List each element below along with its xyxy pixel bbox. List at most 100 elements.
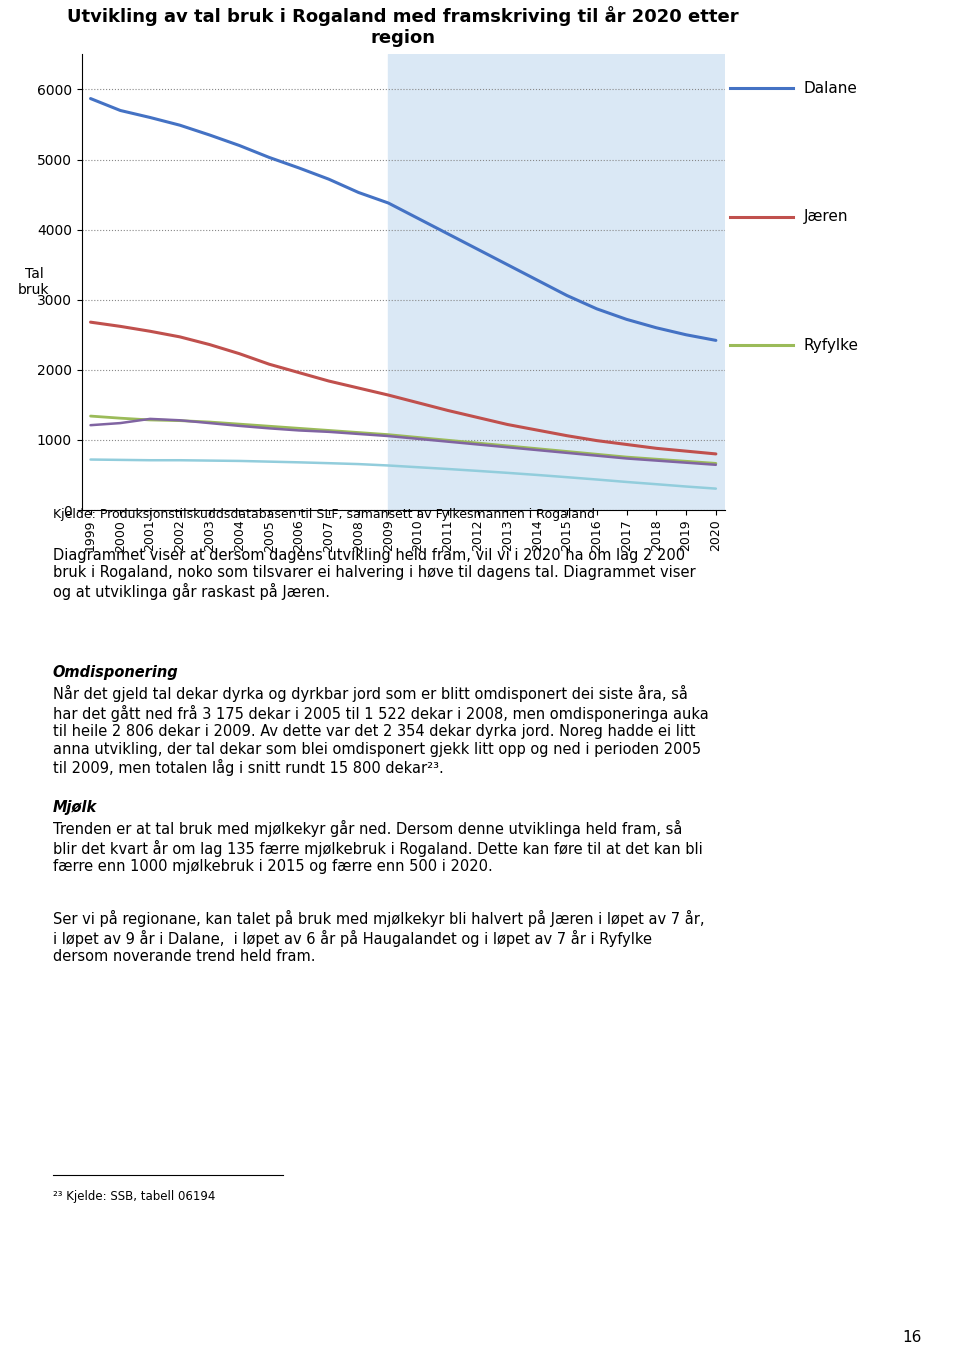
Jæren <box>174 329 185 345</box>
Stavanger/Sandnes <box>472 462 484 479</box>
Stavanger/Sandnes <box>233 453 245 469</box>
Dalane <box>562 287 573 303</box>
Stavanger/Sandnes <box>204 453 215 469</box>
Stavanger/Sandnes <box>710 480 722 496</box>
Jæren <box>472 409 484 426</box>
Stavanger/Sandnes <box>382 457 394 473</box>
Stavanger/Sandnes <box>144 452 156 468</box>
Text: Ryfylke: Ryfylke <box>804 337 858 354</box>
Haugalandet <box>502 439 514 456</box>
Ryfylke <box>382 427 394 443</box>
Stavanger/Sandnes <box>413 460 424 476</box>
Ryfylke <box>174 412 185 428</box>
Ryfylke <box>84 408 96 424</box>
Dalane <box>591 301 603 317</box>
Jæren <box>263 356 275 373</box>
Stavanger/Sandnes <box>532 466 543 483</box>
Jæren <box>114 318 126 335</box>
Text: Diagrammet viser at dersom dagens utvikling held fram, vil vi i 2020 ha om lag 2: Diagrammet viser at dersom dagens utvikl… <box>53 548 695 600</box>
Dalane <box>651 320 662 336</box>
Haugalandet <box>591 447 603 464</box>
Haugalandet <box>263 420 275 437</box>
Dalane <box>144 109 156 125</box>
Haugalandet <box>382 428 394 445</box>
Haugalandet <box>651 453 662 469</box>
Dalane <box>621 311 633 328</box>
Ryfylke <box>114 409 126 426</box>
Stavanger/Sandnes <box>502 465 514 481</box>
Haugalandet <box>233 418 245 434</box>
Stavanger/Sandnes <box>84 452 96 468</box>
Haugalandet <box>710 457 722 473</box>
Line: Dalane: Dalane <box>90 98 716 340</box>
Ryfylke <box>204 413 215 430</box>
Line: Haugalandet: Haugalandet <box>90 419 716 465</box>
Dalane <box>84 90 96 106</box>
Dalane <box>263 150 275 166</box>
Ryfylke <box>323 423 334 439</box>
Ryfylke <box>472 435 484 452</box>
Stavanger/Sandnes <box>174 452 185 468</box>
Ryfylke <box>532 441 543 457</box>
Ryfylke <box>502 438 514 454</box>
Haugalandet <box>323 424 334 441</box>
Dalane <box>352 185 364 201</box>
Haugalandet <box>413 431 424 447</box>
Dalane <box>233 137 245 154</box>
Haugalandet <box>204 415 215 431</box>
Jæren <box>502 416 514 432</box>
Text: Mjølk: Mjølk <box>53 800 97 815</box>
Jæren <box>293 364 304 381</box>
Haugalandet <box>174 412 185 428</box>
Line: Stavanger/Sandnes: Stavanger/Sandnes <box>90 460 716 488</box>
Stavanger/Sandnes <box>681 479 692 495</box>
Ryfylke <box>710 456 722 472</box>
Title: Utvikling av tal bruk i Rogaland med framskriving til år 2020 etter
region: Utvikling av tal bruk i Rogaland med fra… <box>67 7 739 48</box>
Dalane <box>382 194 394 211</box>
Haugalandet <box>621 450 633 466</box>
Text: Når det gjeld tal dekar dyrka og dyrkbar jord som er blitt omdisponert dei siste: Når det gjeld tal dekar dyrka og dyrkbar… <box>53 685 708 777</box>
Haugalandet <box>472 437 484 453</box>
Haugalandet <box>293 423 304 439</box>
Dalane <box>710 332 722 348</box>
Dalane <box>681 326 692 343</box>
Text: Ser vi på regionane, kan talet på bruk med mjølkekyr bli halvert på Jæren i løpe: Ser vi på regionane, kan talet på bruk m… <box>53 910 705 964</box>
Jæren <box>413 394 424 411</box>
Jæren <box>352 379 364 396</box>
Ryfylke <box>263 418 275 434</box>
Stavanger/Sandnes <box>651 476 662 492</box>
Stavanger/Sandnes <box>263 453 275 469</box>
Dalane <box>413 211 424 227</box>
Jæren <box>591 432 603 449</box>
Stavanger/Sandnes <box>562 469 573 486</box>
Dalane <box>443 226 454 242</box>
Dalane <box>174 117 185 133</box>
Dalane <box>293 159 304 175</box>
Line: Ryfylke: Ryfylke <box>90 416 716 464</box>
Ryfylke <box>352 424 364 441</box>
Ryfylke <box>591 446 603 462</box>
Dalane <box>532 272 543 288</box>
Ryfylke <box>144 412 156 428</box>
Jæren <box>204 336 215 352</box>
Jæren <box>84 314 96 330</box>
Dalane <box>323 171 334 188</box>
Ryfylke <box>681 453 692 469</box>
Stavanger/Sandnes <box>591 472 603 488</box>
Text: Dalane: Dalane <box>804 80 857 97</box>
Text: Kjelde: Produksjonstilskuddsdatabasen til SLF, samansett av Fylkesmannen i Rogal: Kjelde: Produksjonstilskuddsdatabasen ti… <box>53 509 595 521</box>
Haugalandet <box>114 415 126 431</box>
Jæren <box>710 446 722 462</box>
Text: Omdisponering: Omdisponering <box>53 665 179 680</box>
Dalane <box>502 257 514 273</box>
Stavanger/Sandnes <box>443 461 454 477</box>
Haugalandet <box>443 434 454 450</box>
Stavanger/Sandnes <box>323 456 334 472</box>
Line: Jæren: Jæren <box>90 322 716 454</box>
Ryfylke <box>233 416 245 432</box>
Ryfylke <box>621 449 633 465</box>
Jæren <box>382 386 394 403</box>
Text: Trenden er at tal bruk med mjølkekyr går ned. Dersom denne utviklinga held fram,: Trenden er at tal bruk med mjølkekyr går… <box>53 820 703 874</box>
Ryfylke <box>651 452 662 468</box>
Haugalandet <box>352 426 364 442</box>
